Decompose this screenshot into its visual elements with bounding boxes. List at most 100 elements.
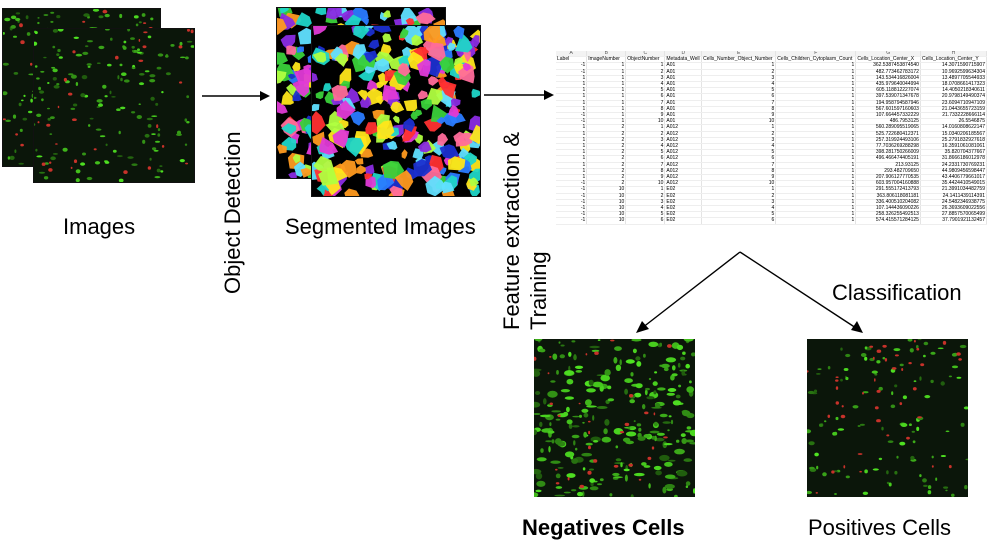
table-cell: 1	[775, 63, 857, 70]
table-row: 1 2 7 A012 7 1 213.93125 24.2331730769231	[556, 162, 987, 169]
table-cell: 194.958794587946	[855, 100, 921, 107]
table-cell: A01	[664, 75, 703, 83]
table-cell: 77.7036269288298	[855, 143, 921, 151]
table-cell: 1	[556, 100, 588, 107]
table-cell: 4	[701, 143, 777, 151]
table-cell: 2	[586, 174, 627, 182]
table-cell: A01	[664, 88, 703, 95]
table-cell: 14.0160808622147	[920, 125, 987, 132]
feature-spreadsheet: A B C D E F G H Label ImageNumber ObjectNumber Meta…	[556, 51, 987, 241]
table-cell: 107.664457332229	[855, 112, 921, 120]
table-cell: 1	[586, 106, 627, 114]
table-cell: 9	[625, 174, 666, 182]
table-cell: 1	[775, 181, 857, 188]
table-cell: 213.93125	[855, 162, 921, 169]
table-cell: A012	[664, 162, 703, 169]
table-cell: 2	[586, 150, 627, 157]
table-cell: 2	[586, 168, 627, 176]
table-cell: 1	[775, 75, 857, 83]
table-cell: A01	[664, 119, 703, 126]
table-cell: 2	[625, 69, 666, 76]
classification-label: Classification	[832, 280, 962, 305]
table-cell: 560.289095519065	[855, 125, 921, 132]
table-cell: 1	[775, 168, 857, 176]
table-cell: 1	[775, 119, 857, 126]
table-cell: Cells_Children_Cytoplasm_Count	[775, 57, 857, 64]
table-cell: 1	[556, 168, 588, 176]
feature-table: A B C D E F G H Label ImageNumber ObjectNumber Meta…	[556, 51, 987, 225]
table-cell: 1	[775, 94, 857, 101]
table-cell: 1	[556, 143, 588, 151]
table-cell: 7	[625, 162, 666, 169]
table-row: 1 1 5 A01 5 1 605.118812227074 14.4050218340611	[556, 88, 987, 95]
table-cell: E02	[664, 212, 703, 219]
table-cell: 1	[775, 212, 857, 219]
table-cell: 7	[701, 100, 777, 107]
table-cell: 3	[701, 199, 777, 207]
table-cell: A012	[664, 150, 703, 157]
table-cell: 1	[775, 156, 857, 163]
table-cell: 1	[586, 119, 627, 126]
table-cell: 9	[701, 174, 777, 182]
table-cell: 26.5546875	[920, 119, 987, 126]
table-row: 1 2 6 A012 6 1 496.466474405191 31.866618601297…	[556, 156, 987, 163]
table-cell: 1	[625, 125, 666, 132]
table-cell: 257.319924493106	[855, 137, 921, 145]
table-cell: B	[586, 51, 627, 58]
table-cell: 15.0340206185567	[920, 131, 987, 138]
table-cell: 35.4424410549015	[920, 181, 987, 188]
table-cell: F	[775, 51, 857, 58]
positive-cells-image	[807, 339, 968, 497]
table-cell: 143.534416826004	[855, 75, 921, 83]
table-row: 1 1 4 A01 4 1 435.979640044994 18.0708661417323	[556, 81, 987, 89]
table-cell: 1	[775, 174, 857, 182]
table-cell: 4	[701, 81, 777, 89]
table-cell: A01	[664, 94, 703, 101]
table-cell: 2	[701, 69, 777, 76]
table-cell: -1	[556, 112, 588, 120]
table-cell: 1	[625, 187, 666, 194]
table-row: -1 10 4 E02 4 1 107.144436090226 26.36936090225…	[556, 205, 987, 213]
table-cell: 5	[701, 212, 777, 219]
table-cell: 1	[775, 193, 857, 200]
table-cell: H	[920, 51, 987, 58]
table-row: 1 2 5 A012 5 1 398.281750266009 35.820704377667	[556, 150, 987, 157]
table-cell: 8	[701, 168, 777, 176]
table-cell: 44.9809456598447	[920, 168, 987, 176]
table-row: 1 2 3 A012 3 1 257.319924493106 25.279183292761…	[556, 137, 987, 145]
table-cell: 1	[701, 63, 777, 70]
table-cell: 4	[701, 205, 777, 213]
table-cell: A01	[664, 106, 703, 114]
table-cell: 1	[556, 174, 588, 182]
table-cell: -1	[556, 181, 588, 188]
segmented-images-label: Segmented Images	[285, 214, 476, 239]
table-cell: 1	[586, 100, 627, 107]
table-cell: 9	[625, 112, 666, 120]
table-cell: A012	[664, 143, 703, 151]
table-cell: 8	[625, 106, 666, 114]
table-cell: 3	[625, 137, 666, 145]
table-cell: 25.2791832927618	[920, 137, 987, 145]
table-cell: 1	[775, 205, 857, 213]
table-cell: Cells_Location_Center_Y	[920, 57, 987, 64]
table-cell: C	[625, 51, 666, 58]
table-cell: 1	[701, 125, 777, 132]
table-cell: 291.555172413793	[855, 187, 921, 194]
training-label: Training	[526, 251, 551, 330]
table-cell: 1	[556, 88, 588, 95]
table-cell: 43.4406779661017	[920, 174, 987, 182]
table-cell: 363.806118081181	[855, 193, 921, 200]
table-cell: -1	[556, 212, 588, 219]
table-cell: 27.8857570065499	[920, 212, 987, 219]
table-cell: E	[701, 51, 777, 58]
table-cell: 397.539071347678	[855, 94, 921, 101]
table-row: -1 1 9 A01 9 1 107.664457332229 21.733222866611…	[556, 112, 987, 120]
table-cell: 21.0443655723159	[920, 106, 987, 114]
table-cell: 35.820704377667	[920, 150, 987, 157]
table-cell: 1	[586, 75, 627, 83]
table-row: -1 10 1 E02 1 1 291.555172413793 21.39910344827…	[556, 187, 987, 194]
table-cell: A01	[664, 112, 703, 120]
table-cell: E02	[664, 205, 703, 213]
table-cell: 13.4897705544933	[920, 75, 987, 83]
